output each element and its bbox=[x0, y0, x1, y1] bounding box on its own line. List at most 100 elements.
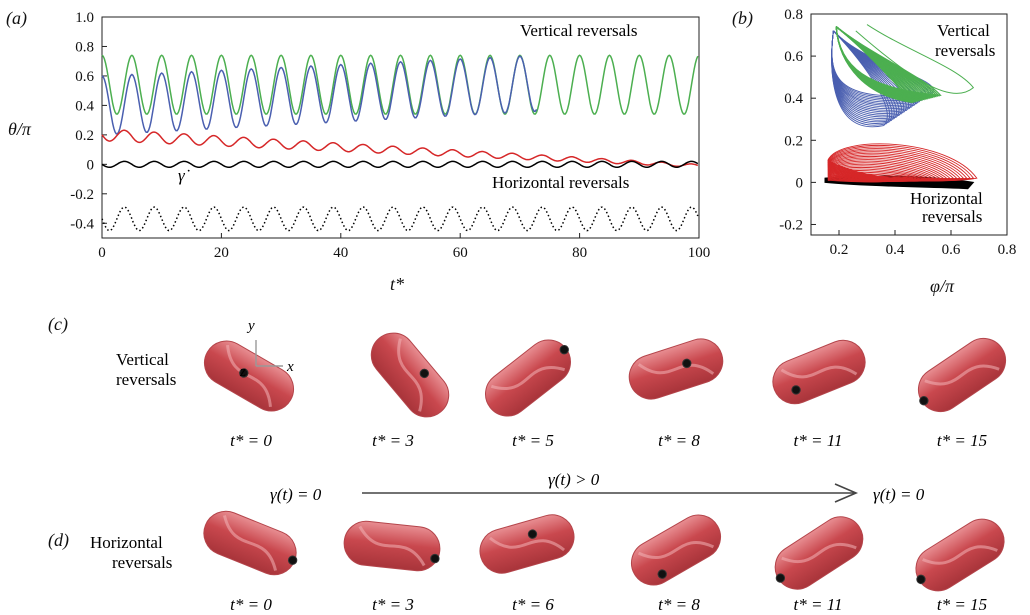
arrow-middle-label: γ(t) > 0 bbox=[548, 470, 600, 489]
panel-b-frame bbox=[810, 13, 1008, 236]
a-series-line bbox=[101, 129, 699, 168]
arrow-left-label: γ(t) = 0 bbox=[270, 485, 322, 504]
a-ytick-label: 0.2 bbox=[75, 128, 94, 144]
panel-a-label: (a) bbox=[6, 8, 27, 29]
panel-c-row-label-2: reversals bbox=[116, 370, 176, 389]
capsule-highlight bbox=[637, 540, 715, 560]
panel-a-series bbox=[101, 54, 699, 232]
b-xtick-label: 0.6 bbox=[942, 242, 961, 258]
capsule-highlight bbox=[488, 536, 566, 552]
capsule-c bbox=[370, 332, 450, 418]
a-series-line bbox=[101, 55, 538, 135]
annotation-vertical-reversals: Vertical reversals bbox=[520, 21, 638, 40]
a-ytick-label: 0.4 bbox=[75, 98, 94, 114]
b-red-loop bbox=[827, 143, 978, 182]
capsule-highlight bbox=[226, 345, 272, 407]
b-ytick-label: 0 bbox=[796, 175, 804, 191]
capsule-highlight bbox=[780, 365, 858, 379]
panel-b-chart: (b) 0.2 0.4 0.6 0.8 -0.2 0 0.2 0.4 0.6 0.8 φ/π Ve… bbox=[732, 7, 1016, 296]
arrow-right-label: γ(t) = 0 bbox=[873, 485, 925, 504]
capsule-d bbox=[479, 514, 575, 574]
a-ytick-label: 0.8 bbox=[75, 39, 94, 55]
capsule-highlight bbox=[637, 363, 715, 375]
panel-c-row-label-1: Vertical bbox=[116, 350, 169, 369]
capsule-c bbox=[917, 337, 1007, 413]
a-series-line bbox=[101, 54, 699, 115]
b-ytick-label: 0.2 bbox=[784, 133, 803, 149]
panel-b-ticks: 0.2 0.4 0.6 0.8 -0.2 0 0.2 0.4 0.6 0.8 bbox=[779, 7, 1016, 258]
capsule-highlight bbox=[223, 515, 277, 571]
time-label: t* = 5 bbox=[512, 431, 554, 450]
panel-d-row-label-1: Horizontal bbox=[90, 533, 163, 552]
a-ytick-label: 0.6 bbox=[75, 69, 94, 85]
capsule-marker bbox=[919, 396, 929, 406]
panel-d-capsules bbox=[203, 510, 1005, 592]
axis-z-label: z bbox=[239, 364, 246, 380]
panel-c-label: (c) bbox=[48, 314, 68, 335]
capsule-highlight bbox=[781, 542, 857, 564]
annotation-b-vertical-1: Vertical bbox=[937, 21, 990, 40]
panel-d-snapshots: (d) Horizontal reversals t* = 0 t* = 3 t* … bbox=[48, 510, 1005, 614]
time-label: t* = 15 bbox=[937, 431, 987, 450]
capsule-marker bbox=[682, 358, 692, 369]
capsule-marker bbox=[527, 529, 538, 539]
capsule-d bbox=[343, 520, 441, 572]
panel-b-series bbox=[824, 24, 978, 190]
panel-c-time-labels: t* = 0 t* = 3 t* = 5 t* = 8 t* = 11 t* = 15 bbox=[230, 431, 987, 450]
gamma-arrow: γ(t) = 0 γ(t) > 0 γ(t) = 0 bbox=[270, 470, 925, 504]
a-xtick-label: 60 bbox=[453, 245, 468, 261]
panel-a-ticks: 0 20 40 60 80 100 -0.4 -0.2 0 0.2 0.4 0.6 0.8 1.0 bbox=[70, 10, 710, 261]
arrow-head bbox=[834, 483, 859, 503]
panel-d-time-labels: t* = 0 t* = 3 t* = 6 t* = 8 t* = 11 t* = 15 bbox=[230, 595, 987, 614]
capsule-marker bbox=[916, 574, 926, 585]
annotation-horizontal-reversals: Horizontal reversals bbox=[492, 173, 629, 192]
capsule-marker bbox=[657, 569, 667, 579]
panel-a-frame bbox=[101, 16, 700, 239]
b-green-outer-loop bbox=[855, 24, 975, 94]
panel-b-label: (b) bbox=[732, 8, 753, 29]
a-ytick-label: 1.0 bbox=[75, 10, 94, 26]
capsule-marker bbox=[791, 385, 801, 395]
b-xtick-label: 0.2 bbox=[830, 242, 849, 258]
capsule-highlight bbox=[358, 525, 426, 567]
b-green-loop bbox=[835, 26, 942, 96]
capsule-marker bbox=[775, 573, 786, 583]
capsule-highlight bbox=[924, 364, 1000, 386]
time-label: t* = 8 bbox=[658, 431, 700, 450]
capsule-d bbox=[774, 516, 864, 590]
a-xtick-label: 80 bbox=[572, 245, 587, 261]
annotation-b-horizontal-1: Horizontal bbox=[910, 189, 983, 208]
time-label: t* = 15 bbox=[937, 595, 987, 614]
capsule-d bbox=[203, 510, 298, 576]
a-xtick-label: 40 bbox=[333, 245, 348, 261]
panel-a-ylabel: θ/π bbox=[8, 119, 32, 139]
capsule-d bbox=[630, 514, 722, 586]
time-label: t* = 0 bbox=[230, 595, 272, 614]
capsule-c bbox=[203, 340, 295, 412]
b-ytick-label: 0.8 bbox=[784, 7, 803, 23]
time-label: t* = 11 bbox=[794, 595, 843, 614]
capsule-marker bbox=[239, 368, 249, 378]
time-label: t* = 3 bbox=[372, 595, 414, 614]
capsule-marker bbox=[287, 555, 298, 565]
capsule-c bbox=[485, 339, 571, 417]
capsule-marker bbox=[559, 344, 569, 355]
panel-c-capsules bbox=[203, 332, 1007, 418]
capsule-d bbox=[915, 518, 1005, 592]
annotation-gamma-dot: γ̇ bbox=[178, 166, 190, 185]
panel-d-row-label-2: reversals bbox=[112, 553, 172, 572]
panel-b-xlabel: φ/π bbox=[930, 276, 955, 296]
time-label: t* = 3 bbox=[372, 431, 414, 450]
panel-a-chart: (a) 0 20 40 60 80 100 -0.4 -0.2 0 0.2 0.4 0.6 0.8 1.0… bbox=[6, 8, 710, 294]
b-ytick-label: 0.4 bbox=[784, 91, 803, 107]
panel-a-xlabel: t* bbox=[390, 274, 404, 294]
capsule-highlight bbox=[490, 366, 566, 390]
panel-c-snapshots: (c) Vertical reversals y x z t* = 0 t* = … bbox=[48, 314, 1007, 450]
b-ytick-label: -0.2 bbox=[779, 217, 803, 233]
time-label: t* = 11 bbox=[794, 431, 843, 450]
capsule-highlight bbox=[922, 545, 998, 565]
capsule-marker bbox=[430, 553, 440, 564]
annotation-b-vertical-2: reversals bbox=[935, 41, 995, 60]
a-ytick-label: -0.4 bbox=[70, 216, 94, 232]
